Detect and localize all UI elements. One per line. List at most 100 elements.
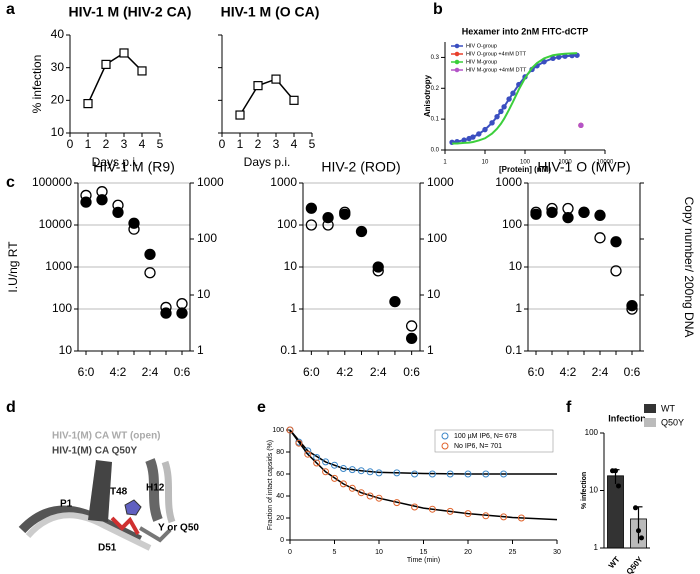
data-point bbox=[83, 98, 93, 109]
y-axis-label: % infection bbox=[30, 55, 44, 114]
chart-title: HIV-1 M (O CA) bbox=[221, 4, 320, 20]
data-point bbox=[348, 484, 356, 492]
data-point bbox=[578, 122, 584, 129]
data-point bbox=[389, 295, 401, 308]
data-point bbox=[271, 74, 281, 84]
y-tick-label: 20 bbox=[276, 515, 284, 522]
x-tick-label: 4:2 bbox=[336, 365, 353, 379]
data-point bbox=[235, 110, 245, 120]
data-point bbox=[626, 303, 638, 315]
data-point bbox=[144, 267, 156, 279]
data-point bbox=[610, 236, 622, 248]
data-point bbox=[304, 450, 312, 458]
y-tick-label: 100000 bbox=[32, 175, 72, 189]
data-point bbox=[411, 503, 419, 511]
data-point bbox=[375, 494, 383, 502]
helix bbox=[145, 458, 163, 522]
ribbon bbox=[25, 512, 152, 551]
data-point bbox=[137, 66, 147, 76]
y-tick-label: 0.3 bbox=[431, 55, 440, 61]
x-tick-label: 1000 bbox=[558, 160, 572, 166]
data-point bbox=[366, 492, 374, 500]
y-tick-label: 30 bbox=[51, 60, 65, 74]
y-tick-label: 100 bbox=[585, 428, 599, 437]
x-tick-label: 3 bbox=[273, 137, 280, 151]
chart-title: Infection bbox=[608, 413, 646, 423]
residue-label: H12 bbox=[146, 483, 165, 494]
data-point bbox=[357, 489, 365, 497]
data-point bbox=[613, 468, 618, 474]
x-tick-label: 6:0 bbox=[78, 365, 95, 379]
data-point bbox=[500, 470, 508, 478]
y-axis-label: Fraction of intact capsids (%) bbox=[267, 440, 274, 530]
data-point bbox=[501, 104, 507, 110]
y2-tick-label: 10 bbox=[427, 287, 441, 301]
side-chain bbox=[138, 526, 172, 543]
data-point bbox=[405, 332, 418, 345]
x-tick-label: 25 bbox=[509, 549, 517, 556]
data-point bbox=[322, 458, 330, 466]
y-tick-label: 10000 bbox=[39, 217, 73, 231]
y-tick-label: 1000 bbox=[270, 175, 297, 189]
x-tick-label: 4:2 bbox=[110, 365, 127, 379]
x-tick-label: 5 bbox=[309, 137, 316, 151]
data-point bbox=[498, 108, 504, 115]
residue-label: P1 bbox=[60, 499, 73, 510]
data-point bbox=[482, 470, 490, 478]
legend-marker bbox=[454, 51, 460, 57]
y-tick-label: 20 bbox=[51, 93, 65, 107]
y-tick-label: 10 bbox=[284, 259, 298, 273]
data-point bbox=[295, 439, 303, 447]
x-tick-label: 10 bbox=[482, 160, 489, 166]
data-point bbox=[339, 206, 351, 218]
data-point bbox=[96, 186, 108, 198]
data-point bbox=[322, 468, 330, 476]
y-tick-label: 40 bbox=[51, 27, 65, 41]
data-point bbox=[636, 528, 641, 534]
y-tick-label: 1 bbox=[594, 543, 599, 552]
chart-title: HIV-1 M (HIV-2 CA) bbox=[69, 4, 192, 20]
data-point bbox=[176, 307, 188, 319]
x-tick-label: 4 bbox=[139, 137, 146, 151]
data-point bbox=[313, 459, 321, 467]
x-tick-label: 4:2 bbox=[560, 365, 577, 379]
data-point bbox=[482, 126, 488, 133]
data-point bbox=[119, 48, 129, 58]
data-point bbox=[594, 209, 606, 221]
data-line bbox=[87, 52, 143, 104]
data-point bbox=[461, 137, 467, 143]
data-line bbox=[452, 52, 578, 145]
data-point bbox=[594, 232, 606, 244]
legend-marker bbox=[454, 43, 460, 49]
y-tick-label: 0.1 bbox=[505, 343, 522, 357]
structure-label: HIV-1(M) CA Q50Y bbox=[52, 446, 138, 457]
data-point bbox=[305, 219, 318, 231]
data-point bbox=[372, 265, 384, 277]
data-point bbox=[339, 480, 347, 488]
data-point bbox=[331, 474, 338, 482]
data-point bbox=[286, 426, 294, 434]
legend-swatch bbox=[644, 418, 656, 427]
legend-label: No IP6, N= 701 bbox=[454, 443, 502, 450]
legend-label: HIV O-group +4mM DTT bbox=[466, 51, 527, 57]
x-tick-label: 5 bbox=[157, 137, 164, 151]
y-tick-label: 10 bbox=[51, 125, 65, 139]
data-point bbox=[639, 535, 644, 541]
data-point bbox=[339, 465, 347, 472]
structure-label: HIV-1(M) CA WT (open) bbox=[52, 431, 161, 442]
data-point bbox=[510, 90, 516, 96]
x-tick-label: 6:0 bbox=[303, 365, 320, 379]
x-tick-label: 15 bbox=[420, 549, 428, 556]
data-point bbox=[393, 469, 401, 477]
y-tick-label: 100 bbox=[277, 217, 297, 231]
chart-title: Hexamer into 2nM FITC-dCTP bbox=[462, 26, 589, 36]
data-point bbox=[366, 468, 374, 476]
data-point bbox=[393, 499, 401, 507]
data-point bbox=[428, 505, 436, 513]
data-point bbox=[112, 199, 124, 211]
y-axis-label: Anisotropy bbox=[423, 74, 432, 117]
y2-tick-label: 1 bbox=[427, 343, 434, 357]
data-point bbox=[176, 298, 188, 310]
y-tick-label: 10 bbox=[59, 343, 73, 357]
